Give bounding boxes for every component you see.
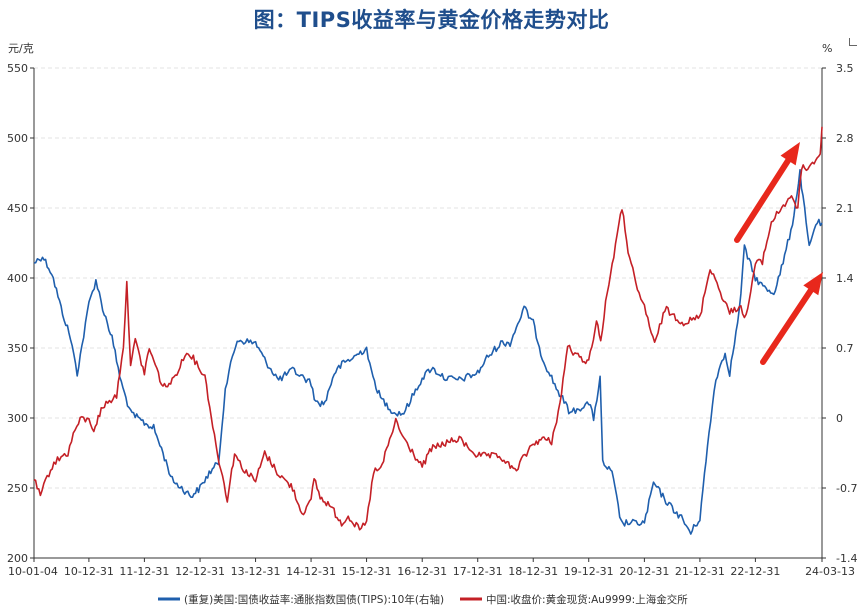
x-tick-label: 19-12-31 xyxy=(564,565,614,578)
left-axis-unit: 元/克 xyxy=(8,42,34,55)
x-tick-label: 18-12-31 xyxy=(508,565,558,578)
x-tick-label: 20-12-31 xyxy=(619,565,669,578)
series-group xyxy=(33,126,823,535)
right-axis-unit: % xyxy=(822,42,832,55)
axes xyxy=(33,68,823,559)
right-tick-label: 0.7 xyxy=(836,342,854,355)
left-tick-label: 200 xyxy=(7,552,28,565)
x-tick-label: 17-12-31 xyxy=(453,565,503,578)
x-tick-label: 10-12-31 xyxy=(64,565,114,578)
x-tick-label: 16-12-31 xyxy=(397,565,447,578)
legend-item-gold[interactable]: 中国:收盘价:黄金现货:Au9999:上海金交所 xyxy=(460,593,688,606)
chart-title: 图：TIPS收益率与黄金价格走势对比 xyxy=(253,8,610,32)
right-tick-label: 2.1 xyxy=(836,202,854,215)
x-tick-label: 12-12-31 xyxy=(175,565,225,578)
left-tick-label: 500 xyxy=(7,132,28,145)
legend-label: 中国:收盘价:黄金现货:Au9999:上海金交所 xyxy=(486,593,688,606)
right-tick-label: 0 xyxy=(836,412,843,425)
x-tick-label: 24-03-13 xyxy=(805,565,855,578)
x-tick-label: 22-12-31 xyxy=(730,565,780,578)
left-tick-label: 550 xyxy=(7,62,28,75)
left-tick-label: 400 xyxy=(7,272,28,285)
expand-icon[interactable] xyxy=(849,38,857,46)
left-tick-label: 450 xyxy=(7,202,28,215)
red-arrow-up-gold xyxy=(734,142,800,243)
right-tick-label: -1.4 xyxy=(836,552,857,565)
left-tick-label: 300 xyxy=(7,412,28,425)
right-axis-ticks: -1.4 -0.7 0 0.7 1.4 2.1 2.8 3.5 xyxy=(822,62,857,565)
right-tick-label: 3.5 xyxy=(836,62,854,75)
annotation-arrows xyxy=(734,142,823,365)
legend-item-tips[interactable]: (重复)美国:国债收益率:通胀指数国债(TIPS):10年(右轴) xyxy=(158,593,444,606)
right-tick-label: 2.8 xyxy=(836,132,854,145)
x-tick-label: 15-12-31 xyxy=(342,565,392,578)
right-tick-label: 1.4 xyxy=(836,272,854,285)
left-axis-ticks: 200 250 300 350 400 450 500 550 xyxy=(7,62,34,565)
x-tick-label: 14-12-31 xyxy=(286,565,336,578)
x-tick-label: 13-12-31 xyxy=(231,565,281,578)
left-tick-label: 350 xyxy=(7,342,28,355)
legend[interactable]: (重复)美国:国债收益率:通胀指数国债(TIPS):10年(右轴) 中国:收盘价:… xyxy=(158,593,688,606)
tips-yield-line xyxy=(33,169,823,535)
left-tick-label: 250 xyxy=(7,482,28,495)
gold-price-line xyxy=(33,126,823,531)
legend-label: (重复)美国:国债收益率:通胀指数国债(TIPS):10年(右轴) xyxy=(184,593,444,606)
x-tick-label: 10-01-04 xyxy=(8,565,58,578)
x-axis-ticks: 10-01-04 10-12-31 11-12-31 12-12-31 13-12-31… xyxy=(8,558,855,578)
x-tick-label: 21-12-31 xyxy=(675,565,725,578)
right-tick-label: -0.7 xyxy=(836,482,857,495)
x-tick-label: 11-12-31 xyxy=(119,565,169,578)
grid-lines xyxy=(34,67,822,489)
red-arrow-up-tips xyxy=(760,272,823,365)
